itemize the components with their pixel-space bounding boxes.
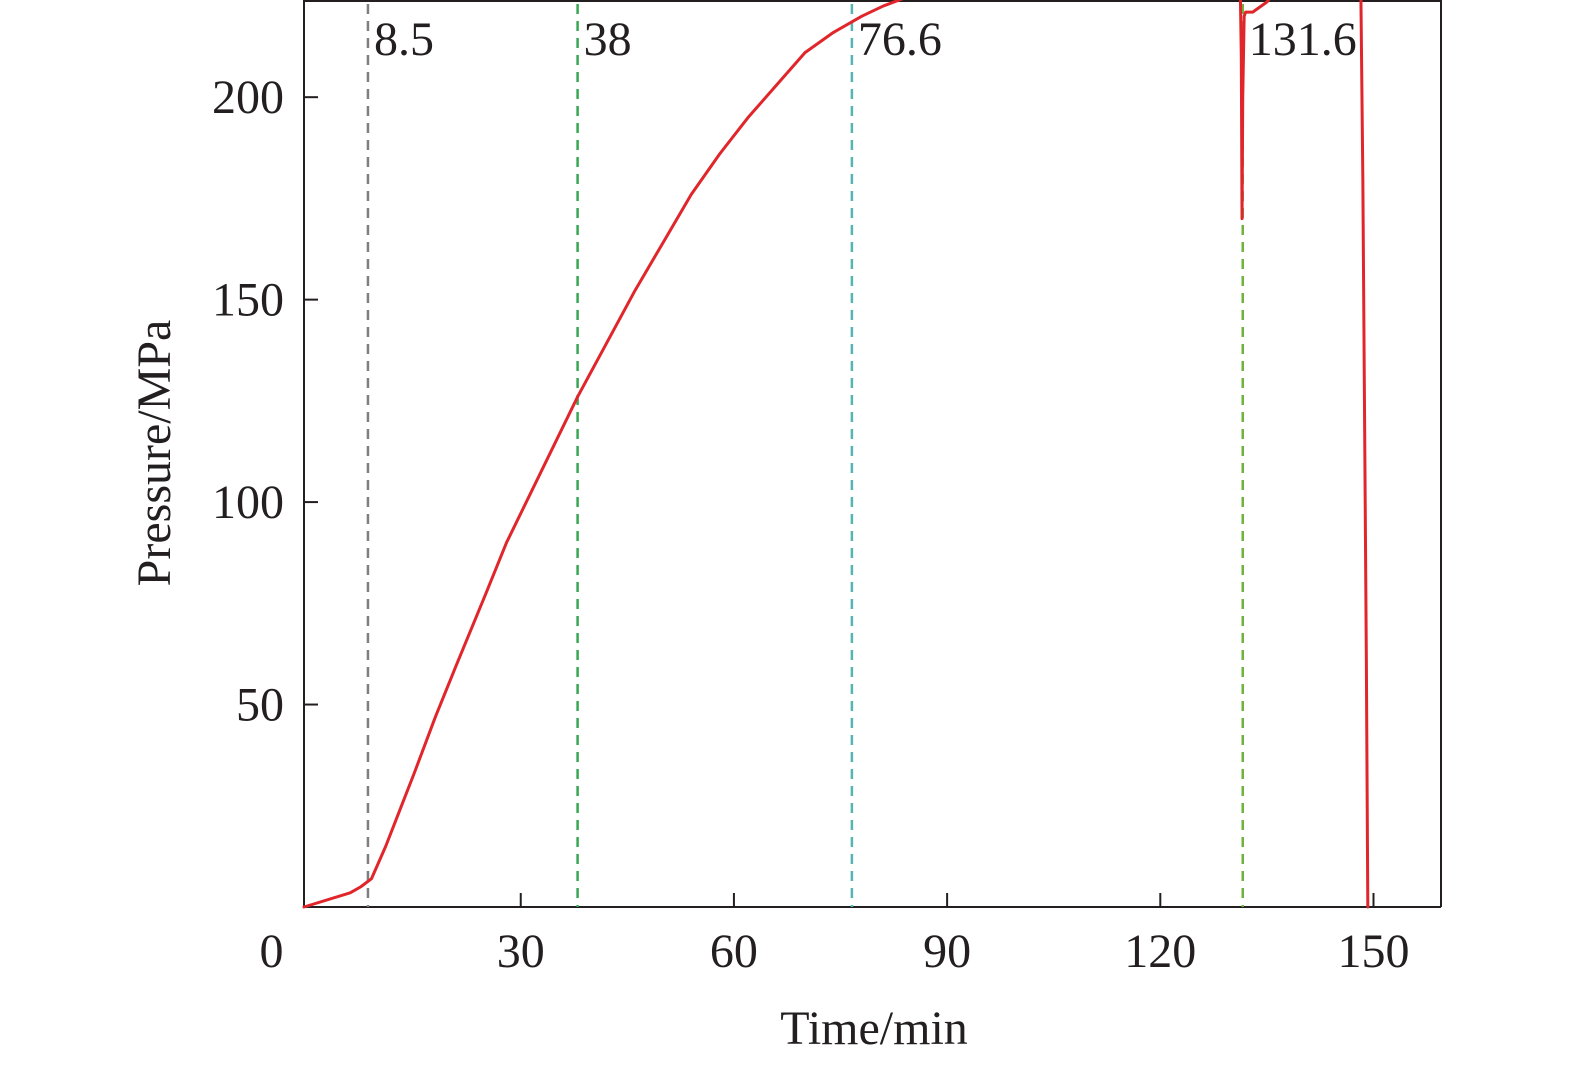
x-tick-label: 0 bbox=[260, 925, 284, 978]
axes bbox=[303, 0, 1442, 908]
vertical-marker-label: 131.6 bbox=[1249, 13, 1357, 66]
x-tick-label: 150 bbox=[1337, 925, 1409, 978]
x-tick-label: 120 bbox=[1124, 925, 1196, 978]
y-tick-label: 150 bbox=[212, 274, 284, 327]
vertical-markers: 8.5 38 76.6 131.6 bbox=[366, 4, 1357, 907]
y-tick-label: 100 bbox=[212, 476, 284, 529]
pressure-series-line bbox=[302, 0, 1370, 909]
x-tick-label: 60 bbox=[710, 925, 758, 978]
vertical-marker-label: 38 bbox=[584, 13, 632, 66]
series-layer bbox=[302, 0, 1370, 909]
y-axis-title: Pressure/MPa bbox=[128, 320, 181, 587]
x-tick-label: 30 bbox=[497, 925, 545, 978]
x-axis-title: Time/min bbox=[780, 1002, 968, 1055]
vertical-marker-label: 8.5 bbox=[374, 13, 434, 66]
y-tick-label: 50 bbox=[236, 679, 284, 732]
y-tick-label: 200 bbox=[212, 71, 284, 124]
vertical-marker-label: 76.6 bbox=[858, 13, 942, 66]
tick-labels: 0 30 60 90 120 150 50 100 150 200 bbox=[212, 71, 1409, 978]
x-tick-label: 90 bbox=[923, 925, 971, 978]
